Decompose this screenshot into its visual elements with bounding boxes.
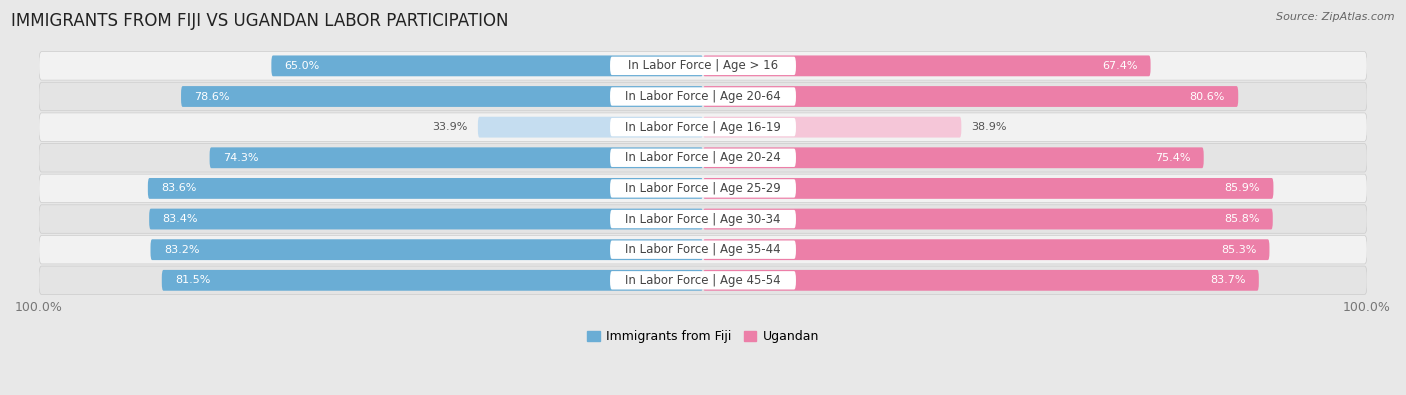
FancyBboxPatch shape	[703, 178, 1274, 199]
Text: 74.3%: 74.3%	[224, 153, 259, 163]
FancyBboxPatch shape	[610, 179, 796, 198]
Text: In Labor Force | Age 25-29: In Labor Force | Age 25-29	[626, 182, 780, 195]
FancyBboxPatch shape	[39, 143, 1367, 172]
FancyBboxPatch shape	[39, 266, 1367, 295]
FancyBboxPatch shape	[703, 147, 1204, 168]
FancyBboxPatch shape	[162, 270, 703, 291]
FancyBboxPatch shape	[703, 117, 962, 137]
Text: 85.8%: 85.8%	[1225, 214, 1260, 224]
Text: 78.6%: 78.6%	[194, 92, 229, 102]
Text: 33.9%: 33.9%	[433, 122, 468, 132]
Text: 81.5%: 81.5%	[176, 275, 211, 285]
Text: In Labor Force | Age 35-44: In Labor Force | Age 35-44	[626, 243, 780, 256]
FancyBboxPatch shape	[39, 174, 1367, 203]
Text: In Labor Force | Age 20-24: In Labor Force | Age 20-24	[626, 151, 780, 164]
FancyBboxPatch shape	[478, 117, 703, 137]
FancyBboxPatch shape	[149, 209, 703, 229]
FancyBboxPatch shape	[703, 55, 1150, 76]
FancyBboxPatch shape	[610, 56, 796, 75]
Text: 83.2%: 83.2%	[163, 245, 200, 255]
FancyBboxPatch shape	[150, 239, 703, 260]
Text: In Labor Force | Age 45-54: In Labor Force | Age 45-54	[626, 274, 780, 287]
Text: 85.3%: 85.3%	[1220, 245, 1256, 255]
FancyBboxPatch shape	[39, 52, 1367, 80]
FancyBboxPatch shape	[610, 271, 796, 290]
FancyBboxPatch shape	[703, 209, 1272, 229]
Text: 83.4%: 83.4%	[163, 214, 198, 224]
FancyBboxPatch shape	[703, 270, 1258, 291]
Text: 80.6%: 80.6%	[1189, 92, 1225, 102]
FancyBboxPatch shape	[39, 113, 1367, 141]
FancyBboxPatch shape	[610, 241, 796, 259]
Text: 83.6%: 83.6%	[162, 183, 197, 194]
Text: 83.7%: 83.7%	[1211, 275, 1246, 285]
FancyBboxPatch shape	[703, 86, 1239, 107]
Text: In Labor Force | Age 16-19: In Labor Force | Age 16-19	[626, 120, 780, 134]
FancyBboxPatch shape	[39, 235, 1367, 264]
Text: In Labor Force | Age 30-34: In Labor Force | Age 30-34	[626, 213, 780, 226]
FancyBboxPatch shape	[610, 210, 796, 228]
Text: IMMIGRANTS FROM FIJI VS UGANDAN LABOR PARTICIPATION: IMMIGRANTS FROM FIJI VS UGANDAN LABOR PA…	[11, 12, 509, 30]
Text: 75.4%: 75.4%	[1154, 153, 1191, 163]
Text: 65.0%: 65.0%	[284, 61, 321, 71]
Text: 67.4%: 67.4%	[1102, 61, 1137, 71]
FancyBboxPatch shape	[148, 178, 703, 199]
FancyBboxPatch shape	[39, 205, 1367, 233]
FancyBboxPatch shape	[181, 86, 703, 107]
Text: In Labor Force | Age > 16: In Labor Force | Age > 16	[628, 59, 778, 72]
Text: In Labor Force | Age 20-64: In Labor Force | Age 20-64	[626, 90, 780, 103]
FancyBboxPatch shape	[209, 147, 703, 168]
FancyBboxPatch shape	[610, 149, 796, 167]
FancyBboxPatch shape	[271, 55, 703, 76]
FancyBboxPatch shape	[610, 87, 796, 106]
Text: 85.9%: 85.9%	[1225, 183, 1260, 194]
FancyBboxPatch shape	[39, 82, 1367, 111]
FancyBboxPatch shape	[703, 239, 1270, 260]
Text: Source: ZipAtlas.com: Source: ZipAtlas.com	[1277, 12, 1395, 22]
Text: 38.9%: 38.9%	[972, 122, 1007, 132]
Legend: Immigrants from Fiji, Ugandan: Immigrants from Fiji, Ugandan	[588, 330, 818, 343]
FancyBboxPatch shape	[610, 118, 796, 136]
